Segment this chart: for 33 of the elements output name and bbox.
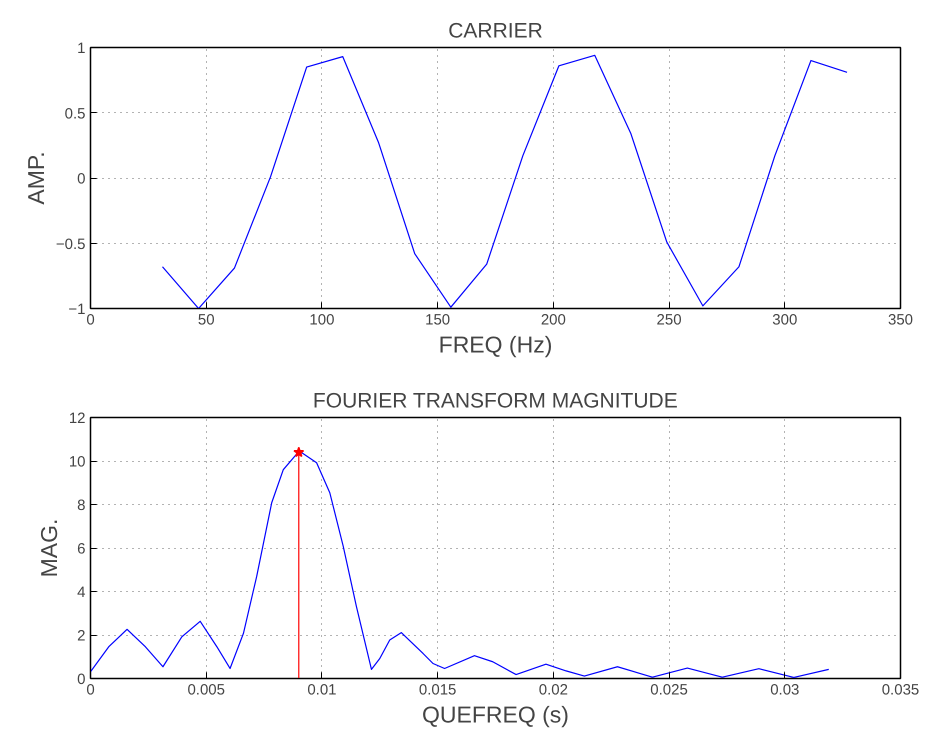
y-tick-label: 0: [77, 170, 86, 188]
y-tick-label: 6: [77, 540, 86, 558]
x-axis-title: FREQ (Hz): [438, 332, 552, 358]
y-tick-label: 0.5: [64, 105, 86, 122]
x-tick-label: 0.015: [418, 682, 456, 698]
y-tick-label: −0.5: [56, 236, 86, 253]
line-series: [162, 54, 848, 308]
y-axis-title: AMP.: [22, 151, 49, 205]
y-tick-label: 0: [77, 671, 86, 688]
x-tick-label: 150: [425, 312, 450, 328]
x-tick-label: 300: [772, 312, 798, 328]
x-tick-label: 350: [888, 312, 914, 328]
y-tick-label: −1: [68, 301, 86, 318]
x-tick-label: 0.025: [650, 682, 688, 698]
x-axis-title: QUEFREQ (s): [422, 702, 569, 728]
chart-title: FOURIER TRANSFORM MAGNITUDE: [312, 390, 678, 412]
x-tick-label: 0.02: [538, 682, 568, 698]
y-tick-label: 12: [68, 410, 86, 427]
y-tick-label: 4: [77, 584, 86, 601]
x-tick-label: 0.03: [770, 682, 800, 698]
y-tick-label: 8: [77, 497, 86, 514]
x-tick-label: 0.01: [307, 682, 337, 698]
chart-title: CARRIER: [448, 20, 543, 42]
y-tick-label: 1: [77, 40, 86, 57]
x-tick-label: 250: [656, 312, 682, 328]
x-tick-label: 100: [309, 312, 334, 328]
y-tick-label: 10: [68, 454, 86, 470]
x-tick-label: 0.035: [882, 682, 920, 698]
x-tick-label: 0.005: [187, 682, 225, 698]
y-axis-title: MAG.: [36, 518, 62, 578]
y-tick-label: 2: [77, 628, 86, 644]
x-tick-label: 200: [540, 312, 566, 328]
x-tick-label: 50: [198, 312, 215, 328]
